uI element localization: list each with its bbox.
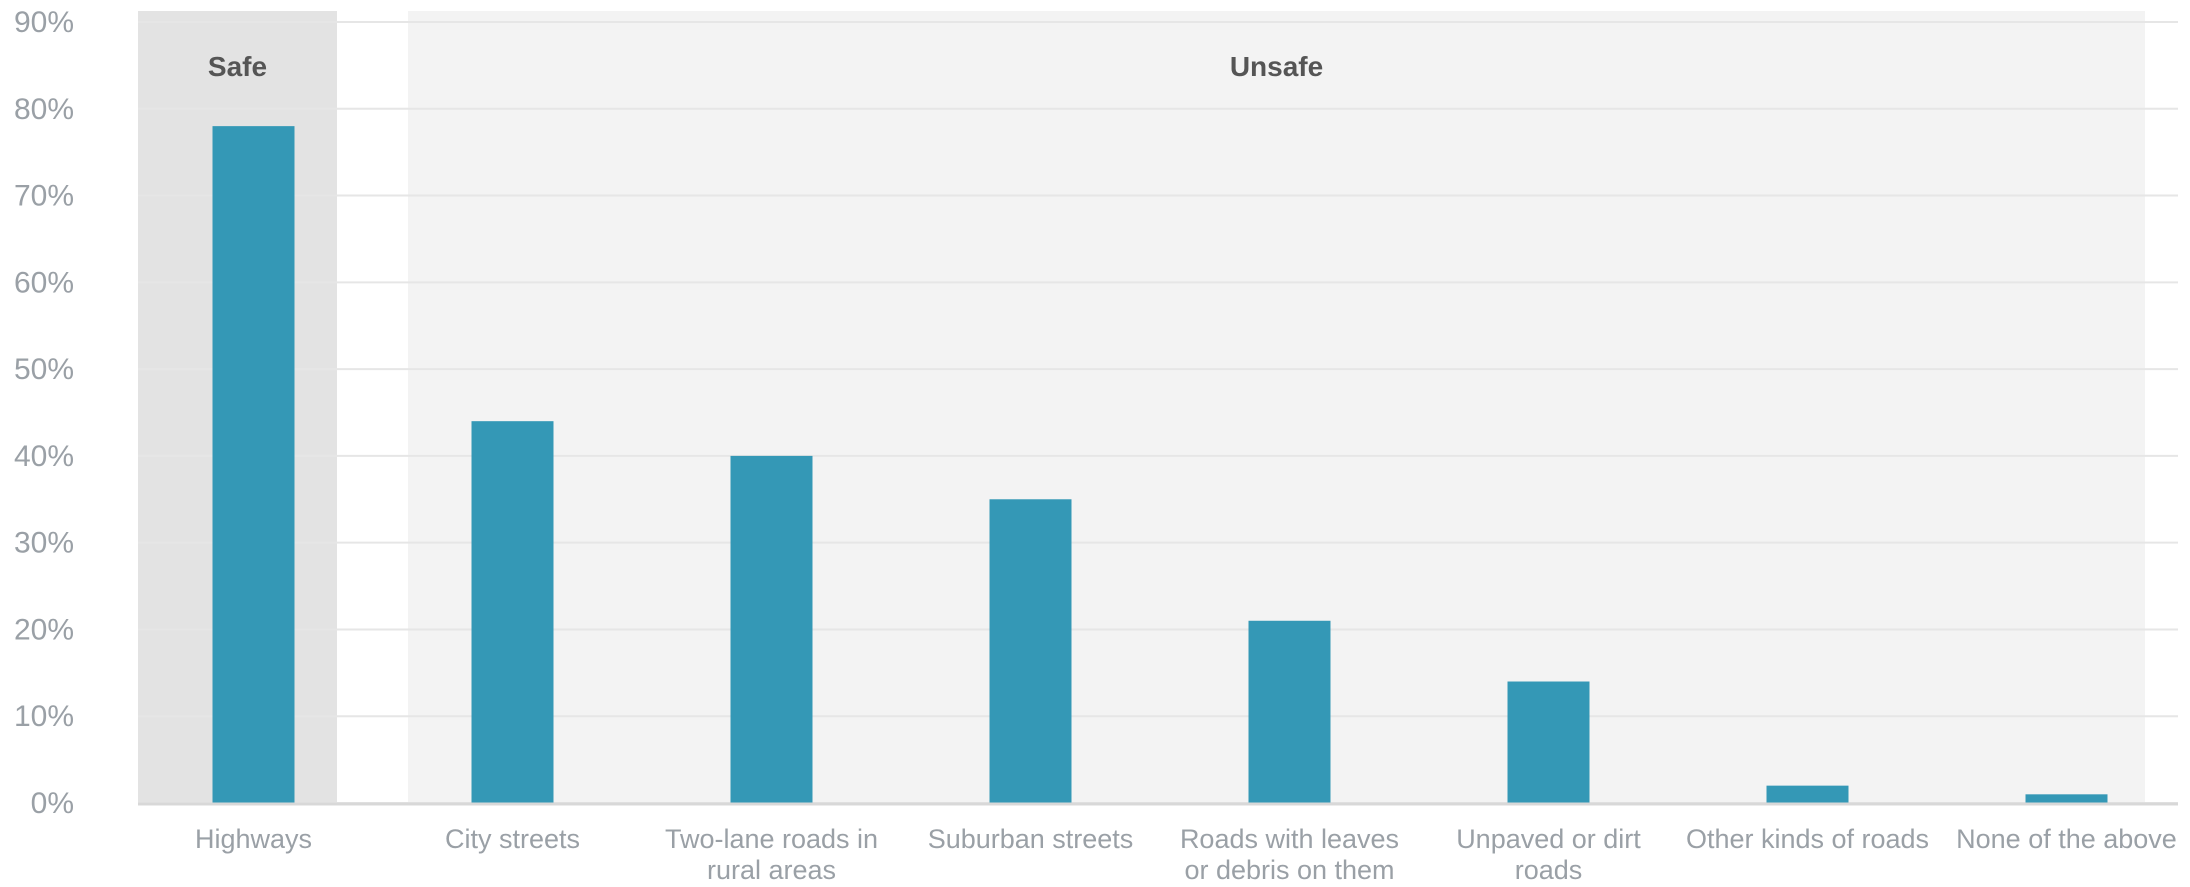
- bar: [1766, 785, 1849, 803]
- bar: [989, 499, 1072, 803]
- bar: [1507, 681, 1590, 803]
- x-tick-label: Roads with leaves or debris on them: [1180, 824, 1399, 882]
- bar: [1248, 620, 1331, 803]
- x-tick-label: Highways: [195, 824, 312, 854]
- bar: [471, 421, 554, 803]
- y-tick-label: 0%: [31, 787, 74, 820]
- x-axis: Highways City streets Two-lane roads in rur…: [138, 802, 2178, 885]
- x-tick-label: None of the above: [1956, 824, 2177, 854]
- y-tick-label: 10%: [14, 700, 74, 733]
- bar: [2025, 794, 2108, 803]
- y-tick-label: 20%: [14, 613, 74, 646]
- bar: [212, 126, 295, 804]
- group-label-safe: Safe: [208, 51, 267, 82]
- y-tick-label: 60%: [14, 266, 74, 299]
- group-bands: Safe Unsafe: [138, 11, 2145, 803]
- y-tick-label: 30%: [14, 527, 74, 560]
- x-tick-label: Suburban streets: [928, 824, 1134, 854]
- group-label-unsafe: Unsafe: [1230, 51, 1323, 82]
- bar: [730, 455, 813, 803]
- y-tick-label: 40%: [14, 440, 74, 473]
- y-tick-label: 90%: [14, 6, 74, 39]
- x-tick-label: Two-lane roads in rural areas: [665, 824, 878, 882]
- x-tick-label: City streets: [445, 824, 580, 854]
- bars: [212, 126, 2108, 804]
- y-axis: 0% 10% 20% 30% 40% 50% 60% 70% 80% 90%: [14, 6, 74, 820]
- x-tick-label: Unpaved or dirt roads: [1456, 824, 1641, 882]
- y-tick-label: 70%: [14, 180, 74, 213]
- x-tick-label: Other kinds of roads: [1686, 824, 1929, 854]
- y-tick-label: 80%: [14, 93, 74, 126]
- y-tick-label: 50%: [14, 353, 74, 386]
